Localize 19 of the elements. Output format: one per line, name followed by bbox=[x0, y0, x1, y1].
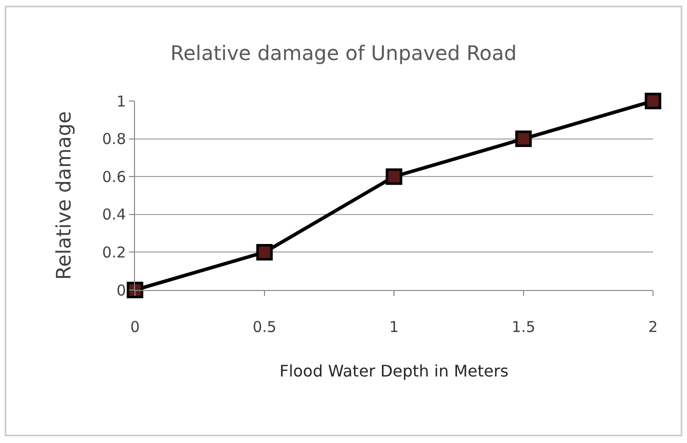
x-tick-label: 2 bbox=[648, 318, 658, 336]
x-tick-label: 0.5 bbox=[252, 318, 276, 336]
point bbox=[256, 244, 273, 260]
y-tick-label: 0.4 bbox=[102, 206, 126, 224]
point bbox=[386, 168, 402, 185]
y-tick-label: 1 bbox=[116, 92, 126, 110]
x-tick-label: 1.5 bbox=[512, 318, 536, 336]
chart-title: Relative damage of Unpaved Road bbox=[170, 41, 517, 66]
point bbox=[515, 130, 532, 148]
x-tick-label: 0 bbox=[130, 318, 140, 336]
y-tick-label: 0.6 bbox=[102, 168, 126, 186]
point bbox=[126, 282, 144, 298]
point bbox=[644, 92, 662, 110]
y-tick-label: 0 bbox=[116, 281, 126, 300]
x-axis-title: Flood Water Depth in Meters bbox=[279, 362, 509, 381]
x-tick-label: 1 bbox=[389, 318, 399, 336]
y-tick-label: 0.2 bbox=[102, 243, 126, 262]
y-axis-title: Relative damage bbox=[52, 111, 76, 280]
y-tick-label: 0.8 bbox=[102, 130, 126, 148]
